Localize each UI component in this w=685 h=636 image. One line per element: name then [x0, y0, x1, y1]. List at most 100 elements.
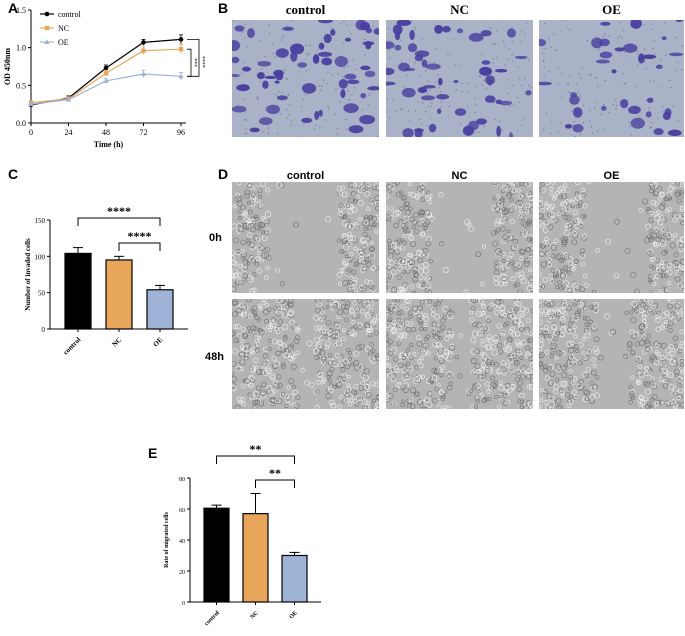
cell [543, 389, 549, 395]
cell [514, 282, 520, 288]
pore [520, 124, 523, 127]
pore [290, 124, 292, 126]
cell [489, 302, 494, 307]
cell [288, 301, 294, 307]
cell [642, 380, 648, 386]
cell [234, 404, 241, 409]
cell [407, 321, 414, 328]
a-legend-marker [44, 39, 50, 44]
cell [649, 310, 654, 315]
cell [371, 215, 378, 222]
cell [420, 197, 426, 203]
cell [321, 314, 327, 320]
cell [248, 366, 254, 371]
stained-cell [318, 42, 325, 50]
pore [603, 103, 605, 106]
cell [344, 254, 349, 259]
cell [654, 257, 660, 264]
cell [512, 238, 519, 245]
cell [644, 346, 650, 352]
pore [560, 96, 563, 99]
cell [553, 388, 559, 394]
cell [643, 237, 651, 244]
cell [605, 238, 611, 245]
cell [446, 308, 451, 312]
cell [528, 276, 533, 282]
cell [283, 352, 290, 359]
cell [232, 288, 235, 293]
cell [358, 343, 365, 350]
cell [634, 288, 640, 293]
cell [524, 223, 530, 229]
cell [519, 193, 526, 200]
cell [243, 265, 249, 271]
cell [570, 380, 576, 386]
panel-b-label-nc: NC [450, 2, 469, 17]
cell [410, 240, 417, 248]
cell [369, 240, 374, 245]
cell [526, 374, 532, 380]
cell [470, 348, 477, 355]
cell [480, 303, 486, 309]
cell [563, 183, 568, 188]
cell [237, 209, 243, 214]
pore [571, 110, 573, 112]
cell [674, 191, 680, 198]
cell [547, 318, 552, 323]
cell [316, 342, 322, 348]
cell [363, 226, 368, 231]
cell [554, 377, 560, 383]
cell [444, 336, 450, 342]
panel-label-b: B [218, 0, 229, 16]
cell [681, 212, 684, 218]
pore [327, 105, 329, 107]
cell [663, 287, 670, 293]
cell [505, 382, 511, 389]
cell [528, 256, 533, 261]
cell [240, 204, 246, 211]
cell [573, 259, 579, 264]
cell [559, 390, 565, 396]
stained-cell [262, 80, 269, 89]
cell [662, 233, 668, 238]
cell [291, 384, 297, 389]
cell [529, 207, 533, 214]
cell [579, 286, 586, 292]
pore [339, 100, 341, 103]
cell [669, 242, 676, 249]
pore [428, 61, 431, 63]
stained-cell [646, 97, 654, 103]
cell [427, 276, 433, 281]
a-legend-label-control: control [58, 10, 81, 19]
cell [402, 227, 409, 233]
cell [644, 388, 651, 395]
cell [402, 282, 408, 288]
cell [373, 381, 379, 388]
cell [400, 258, 407, 265]
cell [347, 401, 353, 407]
cell [254, 214, 259, 219]
cell [414, 364, 420, 370]
cell [249, 185, 254, 190]
cell [264, 318, 269, 324]
cell [563, 252, 568, 257]
cell [500, 330, 506, 336]
y-tick-label: 0 [182, 601, 185, 607]
cell [677, 383, 683, 389]
cell [251, 258, 256, 264]
cell [262, 370, 269, 377]
pore [474, 112, 476, 114]
cell [339, 213, 345, 219]
cell [237, 195, 243, 202]
y-axis-label: Number of invaded cells [24, 238, 32, 311]
cell [539, 388, 544, 393]
pore [628, 112, 630, 115]
cell [373, 330, 379, 336]
cell [638, 394, 644, 400]
pore [243, 62, 245, 64]
cell [509, 197, 514, 203]
pore [275, 93, 277, 96]
cell [257, 226, 262, 231]
pore [256, 96, 258, 99]
